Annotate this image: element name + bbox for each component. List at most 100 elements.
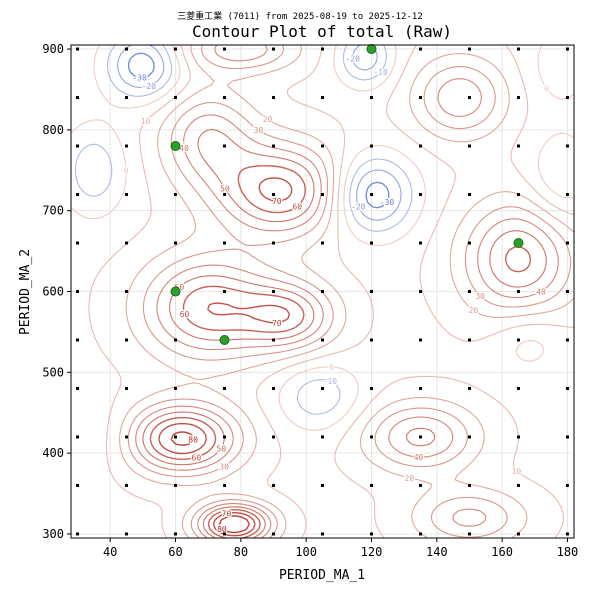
contour-level-label: 0 — [124, 166, 129, 175]
sample-point — [467, 290, 471, 293]
contour-lines — [71, 45, 574, 538]
sample-point — [223, 193, 227, 197]
y-tick-label: 300 — [42, 527, 64, 541]
sample-point — [223, 483, 227, 487]
sample-point — [418, 241, 422, 245]
contour-level-label: 20 — [405, 474, 415, 483]
contour-level-label: 0 — [544, 85, 549, 94]
sample-point — [467, 435, 471, 439]
sample-point — [418, 483, 422, 487]
sample-point — [223, 386, 227, 390]
sample-point — [565, 144, 569, 148]
sample-point — [467, 241, 471, 245]
contour-line — [135, 45, 559, 538]
sample-point — [76, 96, 80, 100]
sample-point — [174, 193, 178, 197]
sample-point — [369, 241, 373, 245]
sample-point — [369, 483, 373, 487]
sample-point — [418, 144, 422, 148]
contour-level-label: -10 — [323, 377, 338, 386]
sample-point — [125, 193, 129, 197]
contour-level-label: 30 — [219, 462, 229, 471]
sample-point — [369, 290, 373, 293]
y-tick-label: 800 — [42, 123, 64, 137]
sample-point — [272, 483, 276, 487]
sample-point — [321, 193, 324, 197]
x-tick-label: 120 — [361, 545, 383, 559]
sample-point — [272, 144, 276, 148]
sample-point — [125, 338, 129, 342]
sample-point — [418, 435, 422, 439]
highlight-marker — [170, 286, 181, 297]
y-axis-ticks: 300 400 500 600 700 800 900 — [42, 42, 71, 541]
contour-line — [88, 45, 574, 538]
contour-level-label: 20 — [469, 306, 479, 315]
sample-point — [467, 386, 471, 390]
sample-point — [174, 241, 178, 245]
contour-line — [117, 45, 402, 221]
sample-point — [174, 338, 178, 342]
sample-point — [467, 193, 471, 197]
sample-point — [369, 96, 373, 100]
sample-point — [272, 241, 276, 245]
sample-point — [516, 338, 520, 342]
sample-point — [369, 144, 373, 148]
contour-level-label: -20 — [351, 202, 366, 211]
sample-point — [272, 193, 276, 197]
sample-point — [565, 47, 569, 51]
contour-line — [127, 45, 572, 538]
sample-point — [418, 193, 422, 197]
contour-line — [74, 45, 413, 415]
sample-point — [125, 290, 129, 293]
sample-point — [76, 532, 80, 536]
highlight-marker — [219, 334, 230, 345]
contour-level-label: 10 — [141, 117, 151, 126]
sample-point — [418, 47, 422, 51]
sample-point — [369, 532, 373, 536]
sample-point — [223, 290, 227, 293]
contour-line — [149, 165, 532, 538]
x-tick-label: 40 — [103, 545, 117, 559]
sample-point — [174, 386, 178, 390]
contour-level-label: 80 — [188, 435, 198, 444]
sample-point — [223, 532, 227, 536]
contour-level-label: -30 — [132, 74, 147, 83]
contour-level-label: 20 — [263, 115, 273, 124]
sample-point — [174, 483, 178, 487]
sample-point — [516, 47, 520, 51]
highlight-marker — [366, 44, 377, 55]
sample-point — [272, 435, 276, 439]
sample-point — [369, 193, 373, 197]
contour-level-label: 10 — [512, 467, 522, 476]
sample-point — [369, 435, 373, 439]
y-tick-label: 500 — [42, 365, 64, 379]
x-tick-label: 180 — [557, 545, 579, 559]
highlight-marker — [513, 238, 524, 249]
sample-point — [467, 144, 471, 148]
sample-point — [516, 96, 520, 100]
sample-point — [565, 435, 569, 439]
sample-point — [125, 483, 129, 487]
sample-point — [125, 532, 129, 536]
sample-point — [125, 435, 129, 439]
contour-line — [127, 52, 390, 209]
sample-point — [76, 483, 80, 487]
sample-point — [418, 290, 422, 293]
contour-level-label: 70 — [272, 319, 282, 328]
sample-point — [125, 386, 129, 390]
contour-level-label: 80 — [217, 525, 227, 534]
sample-point — [565, 532, 569, 536]
x-tick-label: 140 — [426, 545, 448, 559]
contour-level-label: 30 — [254, 126, 264, 135]
contour-level-label: 30 — [475, 292, 485, 301]
contour-level-label: 50 — [220, 184, 230, 193]
sample-point — [369, 386, 373, 390]
sample-point — [223, 241, 227, 245]
sample-point — [565, 290, 569, 293]
sample-point — [76, 386, 80, 390]
sample-point — [321, 435, 324, 439]
sample-point — [272, 96, 276, 100]
sample-point — [125, 96, 129, 100]
sample-point — [125, 144, 129, 148]
contour-labels: -30-30-20-20-20-10-100001010202020303030… — [123, 53, 551, 535]
